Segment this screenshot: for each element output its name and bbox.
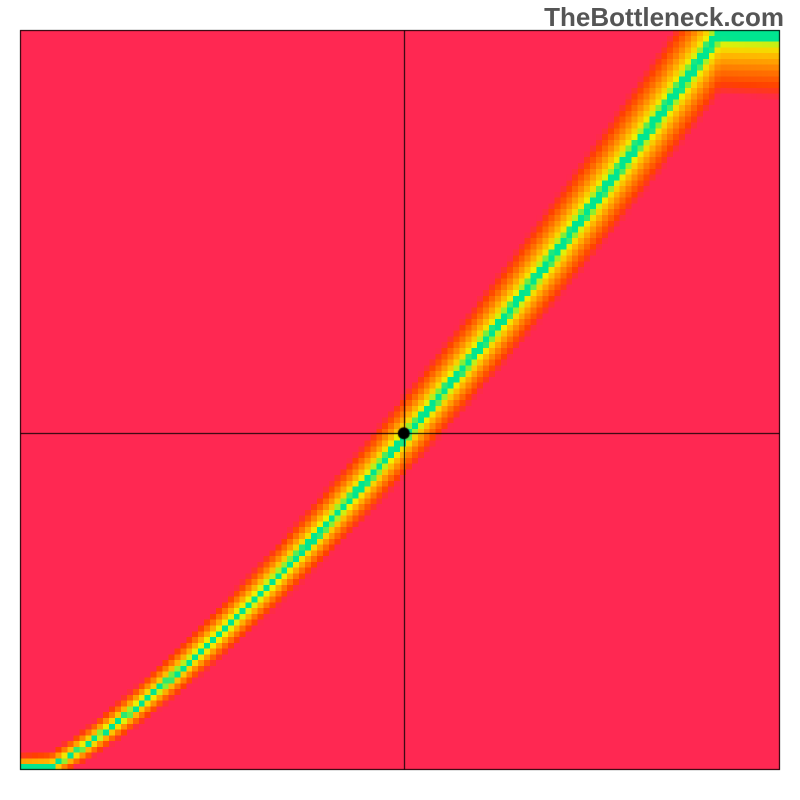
- watermark-text: TheBottleneck.com: [544, 2, 784, 33]
- heatmap-canvas: [20, 30, 780, 770]
- chart-container: TheBottleneck.com: [0, 0, 800, 800]
